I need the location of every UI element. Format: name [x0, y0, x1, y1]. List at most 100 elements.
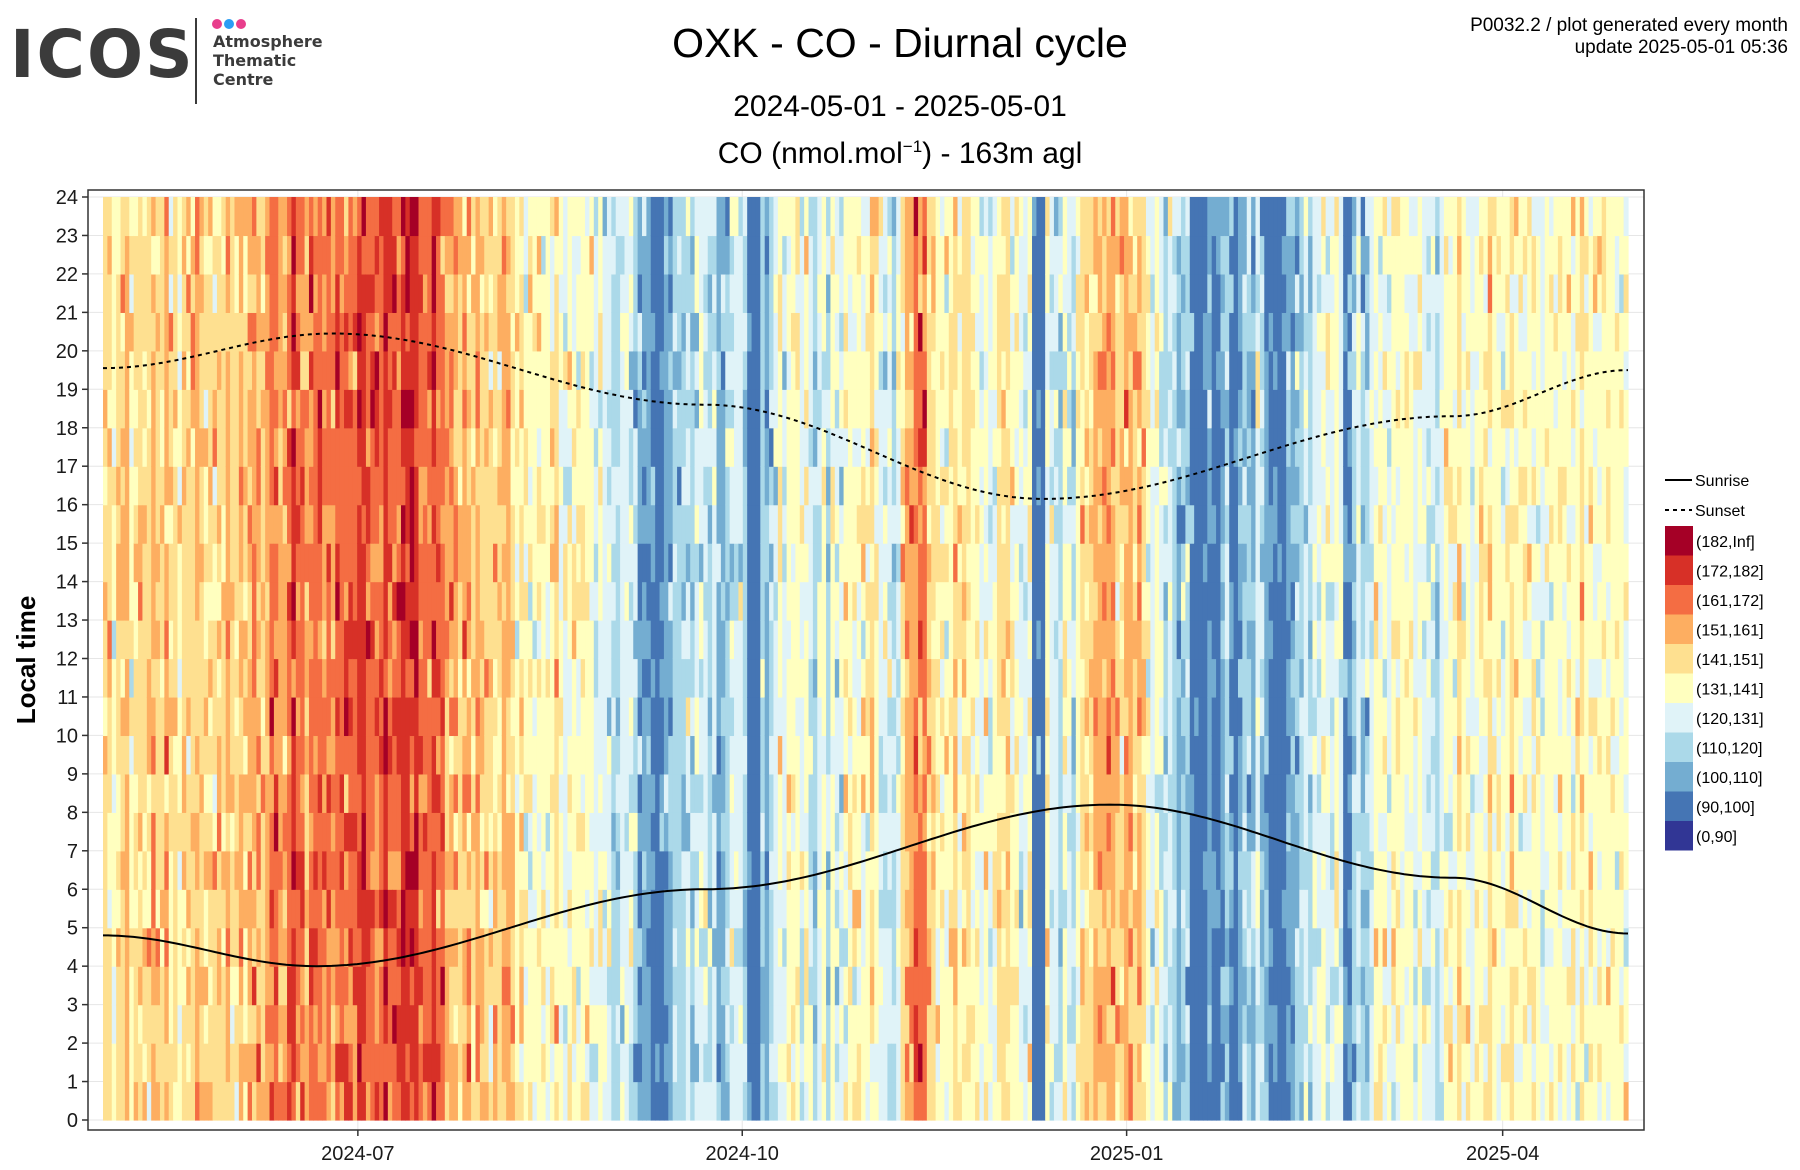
heatmap-cell [339, 773, 345, 813]
heatmap-cell [549, 543, 555, 583]
heatmap-cell [804, 1004, 810, 1044]
heatmap-cell [1001, 235, 1007, 275]
heatmap-cell [883, 273, 889, 313]
heatmap-cell [138, 1043, 144, 1083]
heatmap-cell [900, 389, 906, 429]
heatmap-cell [300, 696, 306, 737]
heatmap-cell [747, 581, 753, 621]
heatmap-cell [159, 658, 165, 698]
heatmap-cell [593, 427, 599, 467]
heatmap-cell [861, 966, 867, 1006]
heatmap-cell [501, 812, 507, 852]
heatmap-cell [839, 273, 845, 313]
heatmap-cell [685, 235, 691, 275]
heatmap-cell [545, 966, 551, 1006]
heatmap-cell [567, 850, 573, 890]
heatmap-cell [308, 773, 314, 813]
heatmap-cell [514, 273, 520, 313]
heatmap-cell [712, 466, 718, 506]
heatmap-cell [111, 543, 117, 583]
heatmap-cell [861, 735, 867, 775]
heatmap-cell [287, 197, 293, 237]
heatmap-cell [449, 543, 455, 583]
heatmap-cell [528, 581, 534, 621]
heatmap-cell [817, 389, 823, 429]
heatmap-cell [874, 466, 880, 506]
heatmap-cell [173, 658, 179, 698]
heatmap-cell [365, 1043, 371, 1083]
heatmap-cell [265, 812, 271, 852]
heatmap-cell [514, 350, 520, 390]
heatmap-cell [961, 850, 967, 890]
heatmap-cell [839, 581, 845, 621]
heatmap-cell [471, 620, 477, 660]
heatmap-cell [804, 966, 810, 1006]
heatmap-cell [124, 812, 130, 852]
heatmap-cell [786, 620, 792, 660]
heatmap-cell [576, 735, 582, 775]
heatmap-cell [265, 696, 271, 737]
heatmap-cell [918, 350, 924, 390]
heatmap-cell [523, 773, 529, 813]
heatmap-cell [532, 273, 538, 313]
heatmap-cell [181, 197, 187, 237]
heatmap-cell [532, 812, 538, 852]
heatmap-cell [488, 273, 494, 313]
heatmap-cell [173, 273, 179, 313]
heatmap-cell [944, 1004, 950, 1044]
heatmap-cell [142, 273, 148, 313]
heatmap-cell [199, 581, 205, 621]
heatmap-cell [392, 543, 398, 583]
heatmap-cell [195, 812, 201, 852]
heatmap-cell [497, 812, 503, 852]
heatmap-cell [501, 658, 507, 698]
heatmap-cell [164, 273, 170, 313]
heatmap-cell [996, 1004, 1002, 1044]
heatmap-cell [659, 466, 665, 506]
heatmap-cell [558, 1043, 564, 1083]
heatmap-cell [606, 235, 612, 275]
heatmap-cell [646, 543, 652, 583]
heatmap-cell [628, 927, 634, 967]
heatmap-cell [251, 350, 257, 390]
heatmap-cell [457, 620, 463, 660]
heatmap-cell [392, 1081, 398, 1121]
heatmap-cell [111, 581, 117, 621]
heatmap-cell [554, 581, 560, 621]
heatmap-cell [116, 350, 122, 390]
heatmap-cell [843, 312, 849, 352]
heatmap-cell [444, 1081, 450, 1121]
heatmap-cell [861, 927, 867, 967]
heatmap-cell [580, 658, 586, 698]
heatmap-cell [729, 773, 735, 813]
heatmap-cell [146, 466, 152, 506]
heatmap-cell [273, 389, 279, 429]
heatmap-cell [212, 427, 218, 467]
heatmap-cell [409, 696, 415, 737]
heatmap-cell [352, 927, 358, 967]
heatmap-cell [856, 1004, 862, 1044]
heatmap-cell [948, 197, 954, 237]
heatmap-cell [563, 696, 569, 737]
heatmap-cell [979, 235, 985, 275]
heatmap-cell [107, 966, 113, 1006]
heatmap-cell [839, 889, 845, 929]
heatmap-cell [720, 543, 726, 583]
heatmap-cell [230, 197, 236, 237]
heatmap-cell [755, 504, 761, 544]
heatmap-cell [878, 581, 884, 621]
heatmap-cell [615, 850, 621, 890]
heatmap-cell [243, 1043, 249, 1083]
heatmap-cell [230, 504, 236, 544]
heatmap-cell [208, 312, 214, 352]
heatmap-cell [554, 543, 560, 583]
heatmap-cell [611, 581, 617, 621]
heatmap-cell [804, 427, 810, 467]
heatmap-cell [344, 773, 349, 813]
heatmap-cell [133, 389, 139, 429]
logo-line-3: Centre [213, 70, 274, 89]
heatmap-cell [453, 889, 459, 929]
heatmap-cell [256, 466, 262, 506]
heatmap-cell [335, 773, 341, 813]
heatmap-cell [129, 350, 135, 390]
